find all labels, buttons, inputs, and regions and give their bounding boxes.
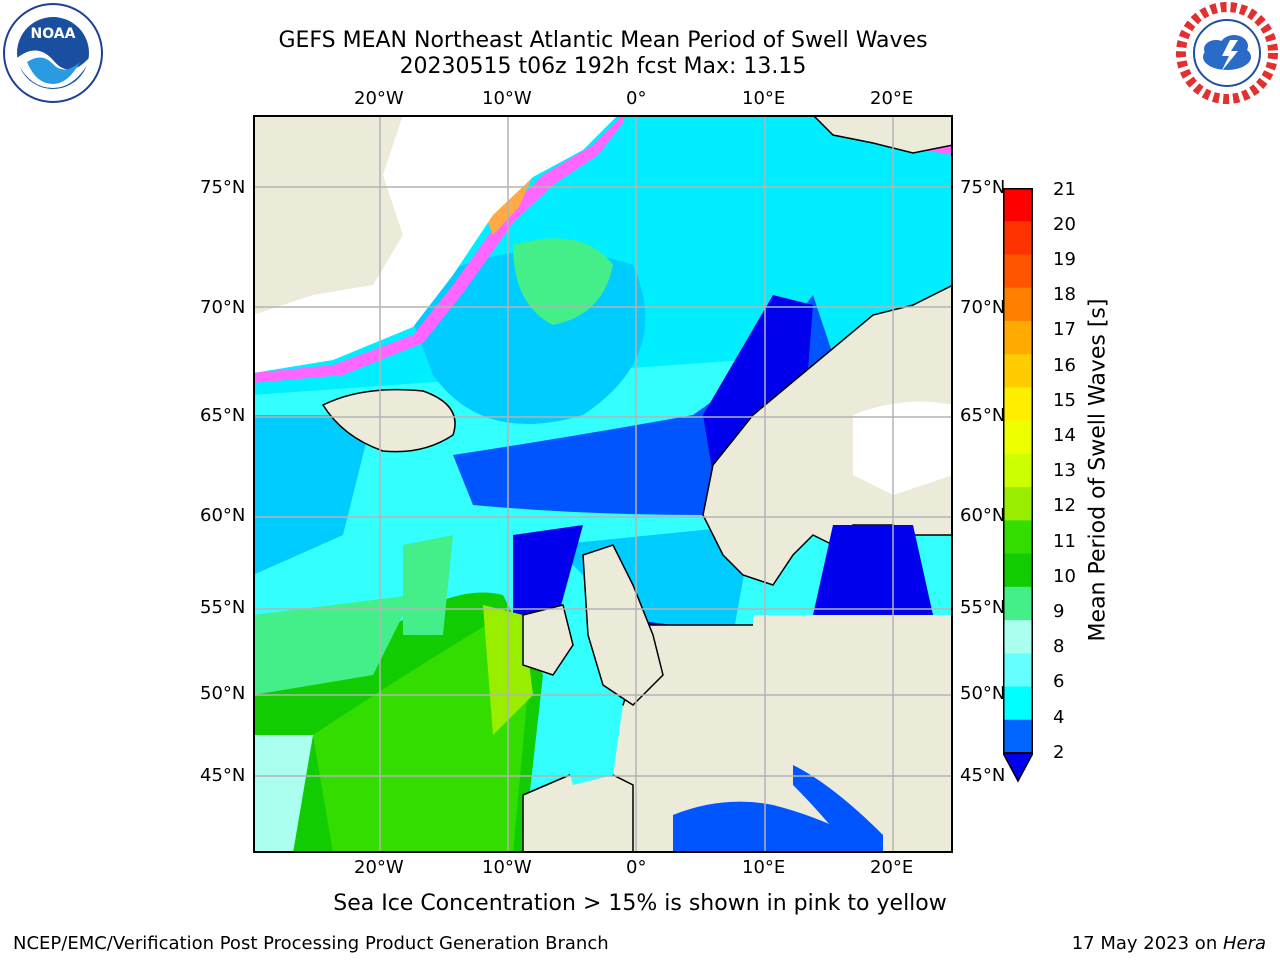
lon-label-20w-top: 20°W [354, 88, 404, 109]
swell-period-map [253, 115, 953, 853]
colorbar-label: Mean Period of Swell Waves [s] [1085, 298, 1111, 642]
lat-label-55n-left: 55°N [200, 597, 246, 618]
colorbar-tick: 6 [1053, 671, 1065, 692]
sea-ice-note: Sea Ice Concentration > 15% is shown in … [333, 891, 947, 916]
colorbar-segment [1003, 586, 1033, 621]
colorbar-tick: 15 [1053, 390, 1076, 411]
lon-label-20e-bottom: 20°E [870, 857, 914, 878]
colorbar-segment [1003, 354, 1033, 388]
lat-label-70n-left: 70°N [200, 297, 246, 318]
lat-label-50n-right: 50°N [960, 683, 1006, 704]
lon-label-20w-bottom: 20°W [354, 857, 404, 878]
lat-label-45n-left: 45°N [200, 765, 246, 786]
colorbar-tick: 16 [1053, 355, 1076, 376]
lat-label-55n-right: 55°N [960, 597, 1006, 618]
lon-label-20e-top: 20°E [870, 88, 914, 109]
lat-label-45n-right: 45°N [960, 765, 1006, 786]
colorbar-tick: 21 [1053, 179, 1076, 200]
colorbar-segment [1003, 188, 1033, 222]
lon-label-10e-top: 10°E [742, 88, 786, 109]
colorbar-tick: 4 [1053, 707, 1065, 728]
map-panel [253, 115, 953, 853]
graticule [253, 115, 953, 853]
colorbar-segment [1003, 487, 1033, 521]
colorbar-segment [1003, 254, 1033, 289]
colorbar-segment [1003, 387, 1033, 422]
colorbar-segment [1003, 653, 1033, 688]
colorbar-tick: 14 [1053, 425, 1076, 446]
lon-label-0-top: 0° [626, 88, 647, 109]
lon-label-10e-bottom: 10°E [742, 857, 786, 878]
colorbar-tick: 10 [1053, 566, 1076, 587]
colorbar-segment [1003, 620, 1033, 654]
nws-logo [1176, 2, 1278, 104]
lat-label-70n-right: 70°N [960, 297, 1006, 318]
noaa-logo: NOAA [3, 3, 103, 103]
colorbar-tick: 8 [1053, 636, 1065, 657]
lat-label-60n-left: 60°N [200, 505, 246, 526]
colorbar-segment [1003, 320, 1033, 355]
lat-label-65n-left: 65°N [200, 405, 246, 426]
footer-host: Hera [1222, 933, 1266, 954]
colorbar-tick: 19 [1053, 249, 1076, 270]
lat-label-65n-right: 65°N [960, 405, 1006, 426]
noaa-logo-text: NOAA [31, 26, 76, 42]
colorbar-tick: 9 [1053, 601, 1065, 622]
lon-label-10w-bottom: 10°W [482, 857, 532, 878]
lat-label-60n-right: 60°N [960, 505, 1006, 526]
footer-date: 17 May 2023 on Hera [1072, 933, 1266, 954]
footer-date-text: 17 May 2023 on [1071, 933, 1223, 954]
lat-label-75n-left: 75°N [200, 177, 246, 198]
colorbar-tick: 20 [1053, 214, 1076, 235]
colorbar-tick: 18 [1053, 284, 1076, 305]
chart-subtitle: 20230515 t06z 192h fcst Max: 13.15 [399, 54, 807, 79]
colorbar-segment [1003, 719, 1033, 754]
colorbar-segment [1003, 453, 1033, 488]
lat-label-50n-left: 50°N [200, 683, 246, 704]
colorbar-tick: 11 [1053, 531, 1076, 552]
colorbar-segment [1003, 686, 1033, 721]
colorbar-segment [1003, 520, 1033, 555]
colorbar-tick: 2 [1053, 742, 1065, 763]
colorbar-segment [1003, 420, 1033, 455]
chart-title: GEFS MEAN Northeast Atlantic Mean Period… [278, 28, 928, 53]
lat-label-75n-right: 75°N [960, 177, 1006, 198]
colorbar-segment [1003, 287, 1033, 322]
colorbar-tick: 13 [1053, 460, 1076, 481]
lon-label-10w-top: 10°W [482, 88, 532, 109]
colorbar-tick: 12 [1053, 495, 1076, 516]
footer-credit: NCEP/EMC/Verification Post Processing Pr… [13, 933, 609, 954]
colorbar [1003, 188, 1033, 783]
colorbar-segment [1003, 221, 1033, 255]
colorbar-segment [1003, 553, 1033, 588]
lon-label-0-bottom: 0° [626, 857, 647, 878]
colorbar-tick: 17 [1053, 319, 1076, 340]
